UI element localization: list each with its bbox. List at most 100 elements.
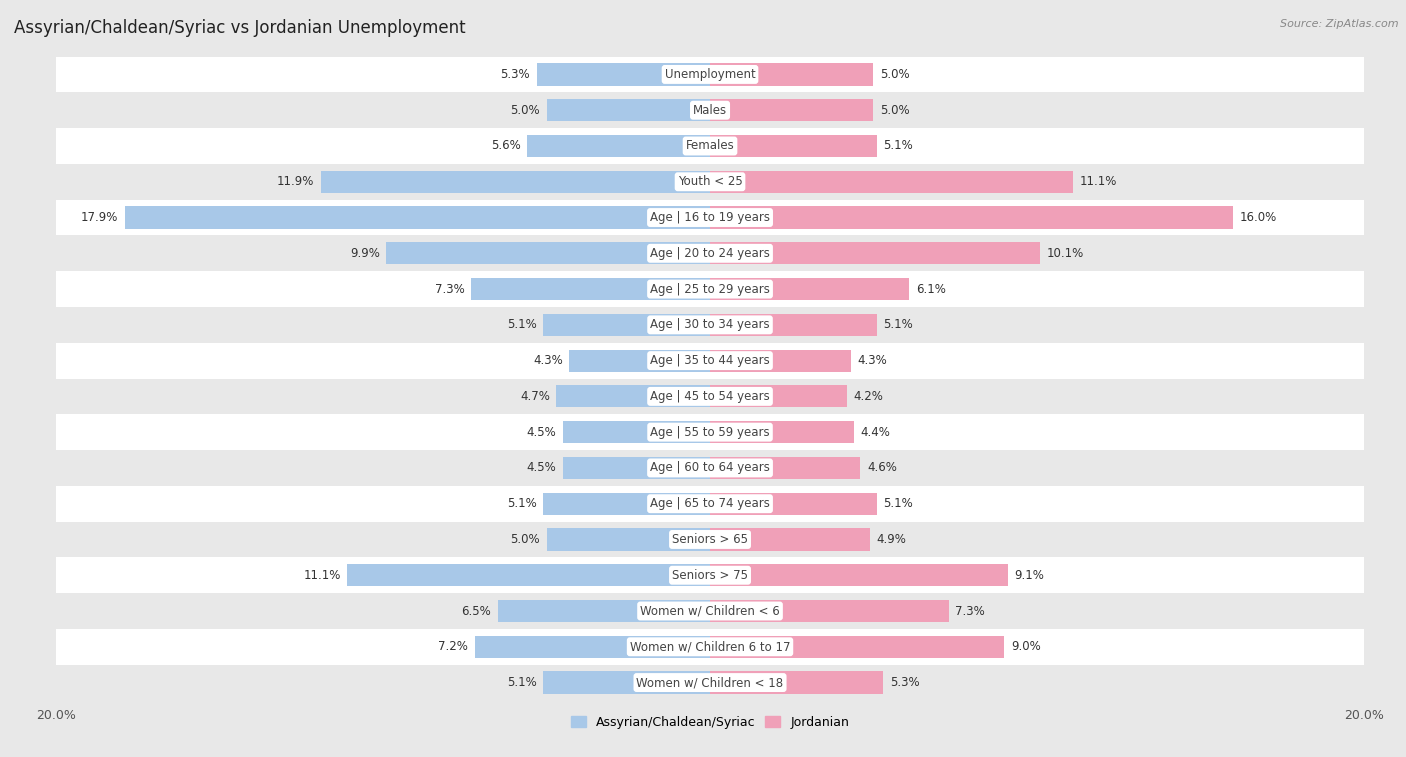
Text: Age | 55 to 59 years: Age | 55 to 59 years: [650, 425, 770, 438]
Bar: [710, 421, 853, 444]
Text: Unemployment: Unemployment: [665, 68, 755, 81]
Text: 5.0%: 5.0%: [880, 68, 910, 81]
Text: 5.3%: 5.3%: [890, 676, 920, 689]
Bar: [710, 170, 1073, 193]
Bar: [56, 593, 1364, 629]
Bar: [527, 135, 710, 157]
Bar: [125, 207, 710, 229]
Bar: [56, 486, 1364, 522]
Text: Females: Females: [686, 139, 734, 152]
Text: Assyrian/Chaldean/Syriac vs Jordanian Unemployment: Assyrian/Chaldean/Syriac vs Jordanian Un…: [14, 19, 465, 37]
Bar: [56, 629, 1364, 665]
Text: 9.1%: 9.1%: [1014, 569, 1043, 581]
Text: 4.9%: 4.9%: [877, 533, 907, 546]
Bar: [710, 350, 851, 372]
Bar: [710, 313, 877, 336]
Bar: [710, 600, 949, 622]
Text: 7.3%: 7.3%: [434, 282, 465, 295]
Text: Seniors > 75: Seniors > 75: [672, 569, 748, 581]
Legend: Assyrian/Chaldean/Syriac, Jordanian: Assyrian/Chaldean/Syriac, Jordanian: [565, 711, 855, 734]
Text: 11.1%: 11.1%: [1080, 176, 1116, 188]
Text: 9.9%: 9.9%: [350, 247, 380, 260]
Text: 5.0%: 5.0%: [880, 104, 910, 117]
Text: 7.3%: 7.3%: [955, 605, 986, 618]
Text: 5.1%: 5.1%: [508, 319, 537, 332]
Text: 11.1%: 11.1%: [304, 569, 340, 581]
Text: Age | 20 to 24 years: Age | 20 to 24 years: [650, 247, 770, 260]
Text: 4.3%: 4.3%: [858, 354, 887, 367]
Bar: [710, 135, 877, 157]
Text: 11.9%: 11.9%: [277, 176, 315, 188]
Bar: [56, 343, 1364, 378]
Text: 4.4%: 4.4%: [860, 425, 890, 438]
Text: Age | 65 to 74 years: Age | 65 to 74 years: [650, 497, 770, 510]
Bar: [710, 671, 883, 693]
Text: Women w/ Children 6 to 17: Women w/ Children 6 to 17: [630, 640, 790, 653]
Bar: [56, 450, 1364, 486]
Bar: [562, 456, 710, 479]
Text: 5.1%: 5.1%: [883, 497, 912, 510]
Text: 6.5%: 6.5%: [461, 605, 491, 618]
Text: Males: Males: [693, 104, 727, 117]
Text: 4.2%: 4.2%: [853, 390, 884, 403]
Bar: [710, 456, 860, 479]
Text: 7.2%: 7.2%: [439, 640, 468, 653]
Text: 5.1%: 5.1%: [883, 319, 912, 332]
Bar: [321, 170, 710, 193]
Bar: [710, 528, 870, 550]
Bar: [710, 278, 910, 301]
Bar: [710, 99, 873, 121]
Bar: [547, 99, 710, 121]
Bar: [56, 665, 1364, 700]
Text: 5.6%: 5.6%: [491, 139, 520, 152]
Text: 4.5%: 4.5%: [527, 425, 557, 438]
Bar: [387, 242, 710, 264]
Bar: [537, 64, 710, 86]
Bar: [710, 207, 1233, 229]
Bar: [56, 414, 1364, 450]
Bar: [56, 271, 1364, 307]
Text: 5.1%: 5.1%: [508, 497, 537, 510]
Bar: [56, 307, 1364, 343]
Bar: [56, 557, 1364, 593]
Bar: [56, 57, 1364, 92]
Text: Source: ZipAtlas.com: Source: ZipAtlas.com: [1281, 19, 1399, 29]
Text: 5.1%: 5.1%: [883, 139, 912, 152]
Text: Seniors > 65: Seniors > 65: [672, 533, 748, 546]
Text: 4.7%: 4.7%: [520, 390, 550, 403]
Text: 4.3%: 4.3%: [533, 354, 562, 367]
Text: Age | 45 to 54 years: Age | 45 to 54 years: [650, 390, 770, 403]
Text: 6.1%: 6.1%: [915, 282, 946, 295]
Bar: [471, 278, 710, 301]
Text: Age | 35 to 44 years: Age | 35 to 44 years: [650, 354, 770, 367]
Bar: [710, 564, 1008, 587]
Bar: [543, 313, 710, 336]
Text: 5.0%: 5.0%: [510, 104, 540, 117]
Bar: [56, 200, 1364, 235]
Text: 4.6%: 4.6%: [868, 462, 897, 475]
Bar: [562, 421, 710, 444]
Text: Age | 16 to 19 years: Age | 16 to 19 years: [650, 211, 770, 224]
Bar: [569, 350, 710, 372]
Bar: [710, 385, 848, 407]
Text: Women w/ Children < 6: Women w/ Children < 6: [640, 605, 780, 618]
Bar: [56, 522, 1364, 557]
Bar: [56, 235, 1364, 271]
Bar: [710, 493, 877, 515]
Text: 16.0%: 16.0%: [1240, 211, 1277, 224]
Bar: [710, 636, 1004, 658]
Text: 5.0%: 5.0%: [510, 533, 540, 546]
Bar: [498, 600, 710, 622]
Bar: [710, 64, 873, 86]
Text: 5.3%: 5.3%: [501, 68, 530, 81]
Text: 5.1%: 5.1%: [508, 676, 537, 689]
Bar: [56, 164, 1364, 200]
Text: Age | 25 to 29 years: Age | 25 to 29 years: [650, 282, 770, 295]
Text: Women w/ Children < 18: Women w/ Children < 18: [637, 676, 783, 689]
Bar: [56, 92, 1364, 128]
Text: 4.5%: 4.5%: [527, 462, 557, 475]
Text: Age | 30 to 34 years: Age | 30 to 34 years: [650, 319, 770, 332]
Bar: [347, 564, 710, 587]
Bar: [475, 636, 710, 658]
Text: 9.0%: 9.0%: [1011, 640, 1040, 653]
